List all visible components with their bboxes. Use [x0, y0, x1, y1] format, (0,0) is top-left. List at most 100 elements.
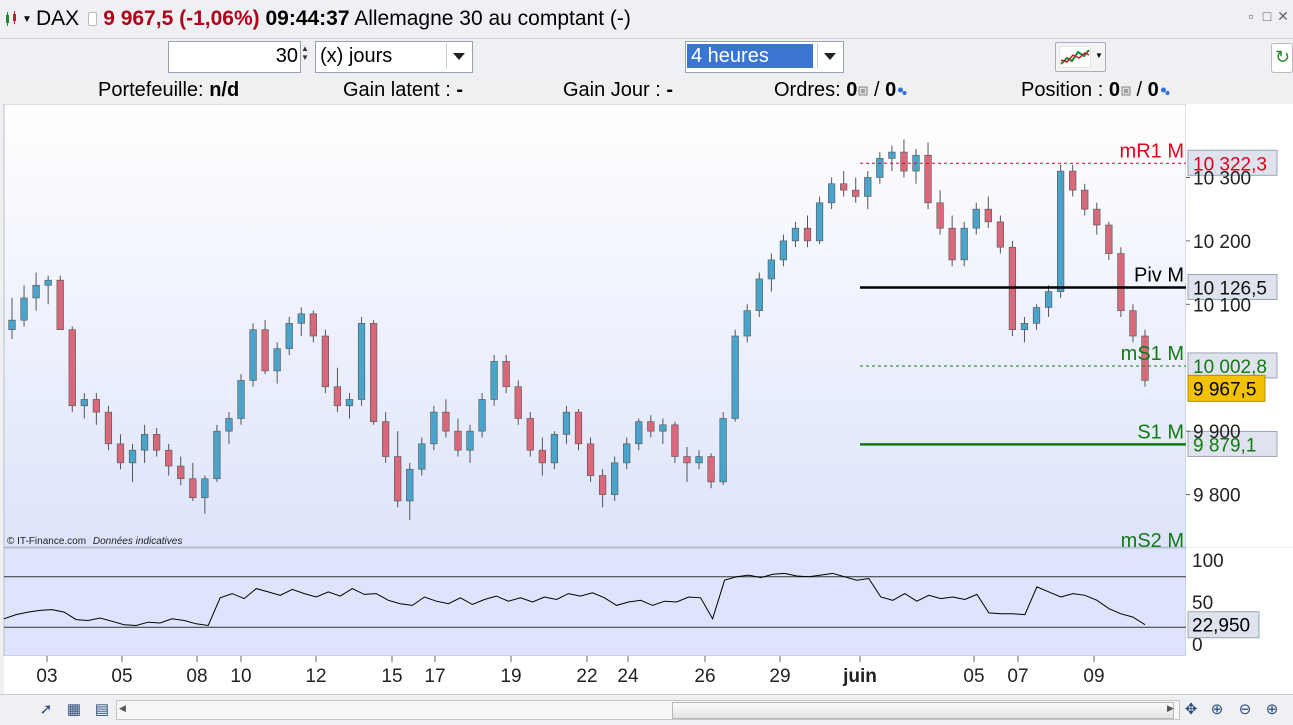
chevron-down-icon[interactable]: ▼ [22, 14, 32, 25]
last-price-box [1187, 374, 1266, 402]
indicator-tick-label: 100 [1192, 551, 1224, 572]
candle-body [454, 430, 462, 451]
gears-icon[interactable] [1160, 86, 1170, 96]
candle-body [683, 456, 691, 464]
grid-icon[interactable]: ▦ [66, 701, 82, 718]
cursor-icon[interactable]: ➚ [39, 701, 53, 718]
chevron-down-icon[interactable]: ▼ [1095, 51, 1103, 60]
level-name: mS1 M [1121, 343, 1184, 365]
move-icon[interactable]: ✥ [1184, 701, 1198, 718]
candle-body [1129, 310, 1137, 337]
period-unit-select[interactable]: (x) jours [315, 41, 473, 73]
candle-body [659, 424, 667, 432]
time-tick-label: 05 [963, 666, 984, 687]
refresh-button[interactable]: ↻ [1271, 43, 1293, 73]
day-gain-field: Gain Jour : - [563, 79, 673, 102]
portfolio-value: n/d [209, 79, 240, 101]
candle-body [153, 434, 161, 451]
candle-body [840, 183, 848, 191]
level-name: mR1 M [1120, 140, 1184, 162]
candle-body [478, 399, 486, 432]
timeframe-select[interactable]: 4 heures [685, 41, 844, 73]
indicator-value-label: 22,950 [1192, 616, 1250, 637]
horizontal-scrollbar[interactable]: ◀ ▶ [116, 700, 1180, 720]
period-stepper[interactable]: ▲ ▼ [301, 44, 309, 62]
indicator-panel[interactable] [3, 547, 1187, 657]
candle-body [442, 411, 450, 432]
candle-body [369, 323, 378, 422]
minimize-icon[interactable]: ▫ [1248, 8, 1254, 24]
candle-body [936, 202, 944, 229]
right-arrow-icon[interactable]: ▶ [1167, 703, 1174, 713]
candle-body [598, 475, 607, 495]
candle-body [80, 399, 88, 407]
time-tick-label: 19 [500, 666, 521, 687]
level-name: Piv M [1134, 264, 1184, 286]
candle-body [92, 399, 100, 413]
portfolio-field: Portefeuille: n/d [98, 79, 239, 102]
candle-body [526, 418, 534, 451]
candle-body [1032, 307, 1041, 324]
price-tick-label: 10 100 [1193, 295, 1251, 316]
restore-icon[interactable]: □ [1262, 8, 1272, 24]
period-value: 30 [275, 45, 298, 67]
copyright-label: © IT-Finance.com Données indicatives [7, 536, 182, 547]
unrealized-gain-label: Gain latent : [343, 79, 451, 101]
candle-body [56, 279, 64, 330]
indicator-value-box [1187, 611, 1260, 639]
time-axis: 03 05 08 10 12 15 17 19 22 24 26 29 juin 05 07 09 [36, 656, 1105, 687]
scroll-thumb[interactable] [672, 702, 1174, 719]
price-change: 9 967,5 (-1,06%) [103, 7, 260, 30]
layers-icon[interactable]: ▤ [94, 701, 110, 718]
zoom-in-icon[interactable]: ⊕ [1265, 701, 1279, 718]
candle-body [972, 208, 980, 229]
candle-body [1020, 323, 1029, 330]
order-book-icon[interactable] [858, 86, 868, 96]
candle-body [68, 329, 76, 407]
position-open-count[interactable]: 0 [1108, 79, 1120, 101]
price-tick-label: 10 200 [1193, 232, 1251, 253]
orders-executed-count[interactable]: 0 [885, 79, 897, 101]
order-book-icon[interactable] [1121, 86, 1131, 96]
time-tick-label: 24 [617, 666, 639, 687]
time-axis-panel [4, 656, 1293, 694]
price-chart[interactable]: mR1 M 10 322,3 Piv M 10 126,5 mS1 M 10 002,8 S… [0, 104, 1293, 694]
left-arrow-icon[interactable]: ◀ [119, 703, 126, 713]
level-price-box [1187, 352, 1278, 379]
candle-body [574, 411, 583, 445]
candle-body [189, 478, 197, 499]
candle-body [1044, 291, 1053, 308]
price-axis: 10 300 10 200 10 100 9 900 9 800 [1186, 168, 1251, 507]
time-tick-label: 29 [769, 666, 790, 687]
indicator-tick-label: 50 [1192, 593, 1213, 614]
level-price-label: 10 322,3 [1193, 154, 1267, 175]
close-icon[interactable]: ✕ [1277, 8, 1289, 24]
candle-body [743, 310, 751, 337]
time-tick-label: 22 [576, 666, 597, 687]
candle-body [864, 177, 872, 197]
candle-body [1141, 335, 1149, 381]
position-field: Position : 0 / 0 [1021, 79, 1170, 102]
orders-pending-count[interactable]: 0 [846, 79, 858, 101]
candle-body [803, 227, 812, 242]
time-tick-label: 09 [1083, 666, 1104, 687]
chart-type-button[interactable]: ▼ [1055, 42, 1106, 72]
indicator-line [3, 572, 1146, 627]
period-input[interactable]: 30 [168, 41, 301, 73]
time-tick-label: 05 [111, 666, 132, 687]
candle-body [635, 421, 643, 445]
chevron-down-icon[interactable] [446, 43, 471, 69]
gears-icon[interactable] [897, 86, 907, 96]
candle-body [586, 443, 595, 476]
position-closed-count[interactable]: 0 [1147, 79, 1159, 101]
candlestick-icon[interactable] [4, 11, 18, 27]
candle-body [345, 399, 354, 407]
zoom-fit-icon[interactable]: ⊕ [1210, 701, 1224, 718]
price-panel[interactable] [3, 104, 1187, 548]
candle-body [128, 449, 137, 464]
candle-body [623, 443, 631, 464]
chevron-down-icon[interactable] [817, 43, 842, 69]
zoom-out-icon[interactable]: ⊖ [1238, 701, 1252, 718]
candle-body [852, 189, 860, 197]
time-tick-label: 08 [186, 666, 207, 687]
